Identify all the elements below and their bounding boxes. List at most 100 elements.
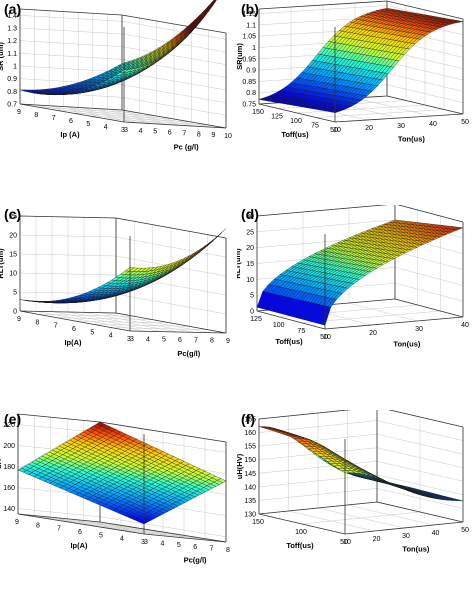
z-tick-label: 220 [3, 422, 15, 429]
y-tick-label: 10 [343, 539, 351, 546]
y-tick-label: 3 [124, 127, 128, 134]
axis-edge [17, 513, 145, 535]
x-tick-label: 5 [86, 121, 90, 128]
axis-edge [99, 421, 227, 443]
z-gridline [19, 27, 227, 53]
z-tick-label: 0 [13, 309, 17, 316]
panel-label: (b) [241, 1, 259, 17]
panel-label: (e) [4, 411, 21, 427]
y-tick-label: 7 [182, 130, 186, 137]
z-tick-label: 140 [244, 484, 256, 491]
z-tick-label: 10 [9, 271, 17, 278]
x-tick-label: 6 [69, 118, 73, 125]
z-axis-label: RLT(um) [237, 248, 242, 279]
surface-patch [321, 306, 332, 326]
axis-edge [129, 330, 227, 334]
z-tick-label: 150 [244, 457, 256, 464]
z-tick-label: 135 [244, 498, 256, 505]
panel-label: (a) [4, 1, 21, 17]
axis-edge [115, 217, 227, 239]
y-tick-label: 8 [226, 547, 230, 554]
x-tick-label: 9 [17, 109, 21, 116]
z-tick-label: 1.1 [7, 51, 17, 58]
z-gridline [258, 501, 464, 523]
y-tick-label: 5 [153, 129, 157, 136]
panel-label: (f) [241, 411, 255, 427]
x-tick-label: 3 [141, 539, 145, 546]
z-tick-label: 25 [246, 229, 254, 236]
panel-label: (d) [241, 206, 259, 222]
axis-edge [121, 14, 227, 34]
x-tick-label: 9 [17, 316, 21, 323]
y-tick-label: 6 [178, 337, 182, 344]
y-tick-label: 30 [397, 123, 405, 130]
axis-edge [258, 501, 378, 515]
y-tick-label: 10 [224, 133, 232, 140]
axis-edge [258, 410, 352, 420]
z-tick-label: 30 [246, 214, 254, 221]
z-tick-label: 145 [244, 471, 256, 478]
y-tick-label: 10 [323, 334, 331, 341]
surface [17, 421, 227, 525]
panel-d: 0 5 10 15 20 25 30 125 100 75 50 10 20 30 40 Toff(us) To… [237, 205, 474, 410]
y-tick-label: 50 [461, 119, 469, 126]
x-tick-label: 4 [109, 333, 113, 340]
z-tick-label: 1.1 [246, 22, 256, 29]
x-tick-label: 7 [54, 323, 58, 330]
axis-edge [19, 310, 131, 332]
y-axis-label: Ton(us) [393, 339, 420, 348]
z-tick-label: 160 [244, 430, 256, 437]
z-gridline [258, 410, 464, 428]
z-tick-label: 0.7 [7, 102, 17, 109]
z-tick-label: 0.85 [242, 79, 256, 86]
axis-edge [386, 95, 464, 115]
x-gridline [19, 15, 123, 111]
z-tick-label: 0.8 [246, 90, 256, 97]
y-tick-label: 40 [461, 322, 469, 329]
x-tick-label: 3 [121, 127, 125, 134]
x-tick-label: 100 [273, 322, 285, 329]
z-tick-label: 15 [246, 261, 254, 268]
y-tick-label: 6 [193, 544, 197, 551]
panel-a: 0.7 0.8 0.9 1 1.1 1.2 1.3 1.4 9 8 7 6 5 4 3 3 4 5 6 7 8 9 10 Ip… [0, 0, 237, 205]
y-axis-label: Ton(us) [398, 135, 425, 144]
y-axis-label: Pc(g/l) [184, 555, 207, 564]
y-tick-label: 8 [197, 131, 201, 138]
axis-edge [19, 103, 123, 111]
y-axis-label: Pc (g/l) [174, 142, 200, 151]
x-tick-label: 4 [120, 536, 124, 543]
y-gridline [347, 410, 434, 526]
y-tick-label: 10 [333, 127, 341, 134]
z-gridline [258, 420, 464, 441]
x-tick-label: 5 [90, 329, 94, 336]
y-tick-label: 20 [365, 125, 373, 132]
z-tick-label: 10 [246, 277, 254, 284]
x-axis-label: Toff(us) [281, 130, 309, 139]
y-tick-label: 6 [168, 130, 172, 137]
z-tick-label: 1.2 [7, 38, 17, 45]
z-axis-label: SR(um) [237, 43, 244, 70]
y-axis-label: Pc(g/l) [177, 349, 200, 358]
y-tick-label: 50 [461, 527, 469, 534]
x-tick-label: 50 [330, 127, 338, 134]
z-gridline [19, 291, 227, 315]
z-tick-label: 1.4 [7, 13, 17, 20]
z-tick-label: 5 [250, 293, 254, 300]
x-tick-label: 6 [78, 529, 82, 536]
x-tick-label: 50 [340, 539, 348, 546]
x-tick-label: 5 [99, 532, 103, 539]
z-tick-label: 1 [252, 45, 256, 52]
panel-b: 0.75 0.8 0.85 0.9 0.95 1 1.05 1.1 1.15 150 125 100 7… [237, 0, 474, 205]
z-tick-label: 0.95 [242, 56, 256, 63]
y-tick-label: 30 [402, 533, 410, 540]
z-axis-label: SR (um) [0, 42, 5, 71]
y-tick-label: 3 [144, 539, 148, 546]
x-tick-label: 8 [36, 522, 40, 529]
y-tick-label: 9 [211, 132, 215, 139]
axis-edge [258, 103, 336, 123]
x-tick-label: 6 [72, 326, 76, 333]
axis-edge [121, 109, 227, 129]
